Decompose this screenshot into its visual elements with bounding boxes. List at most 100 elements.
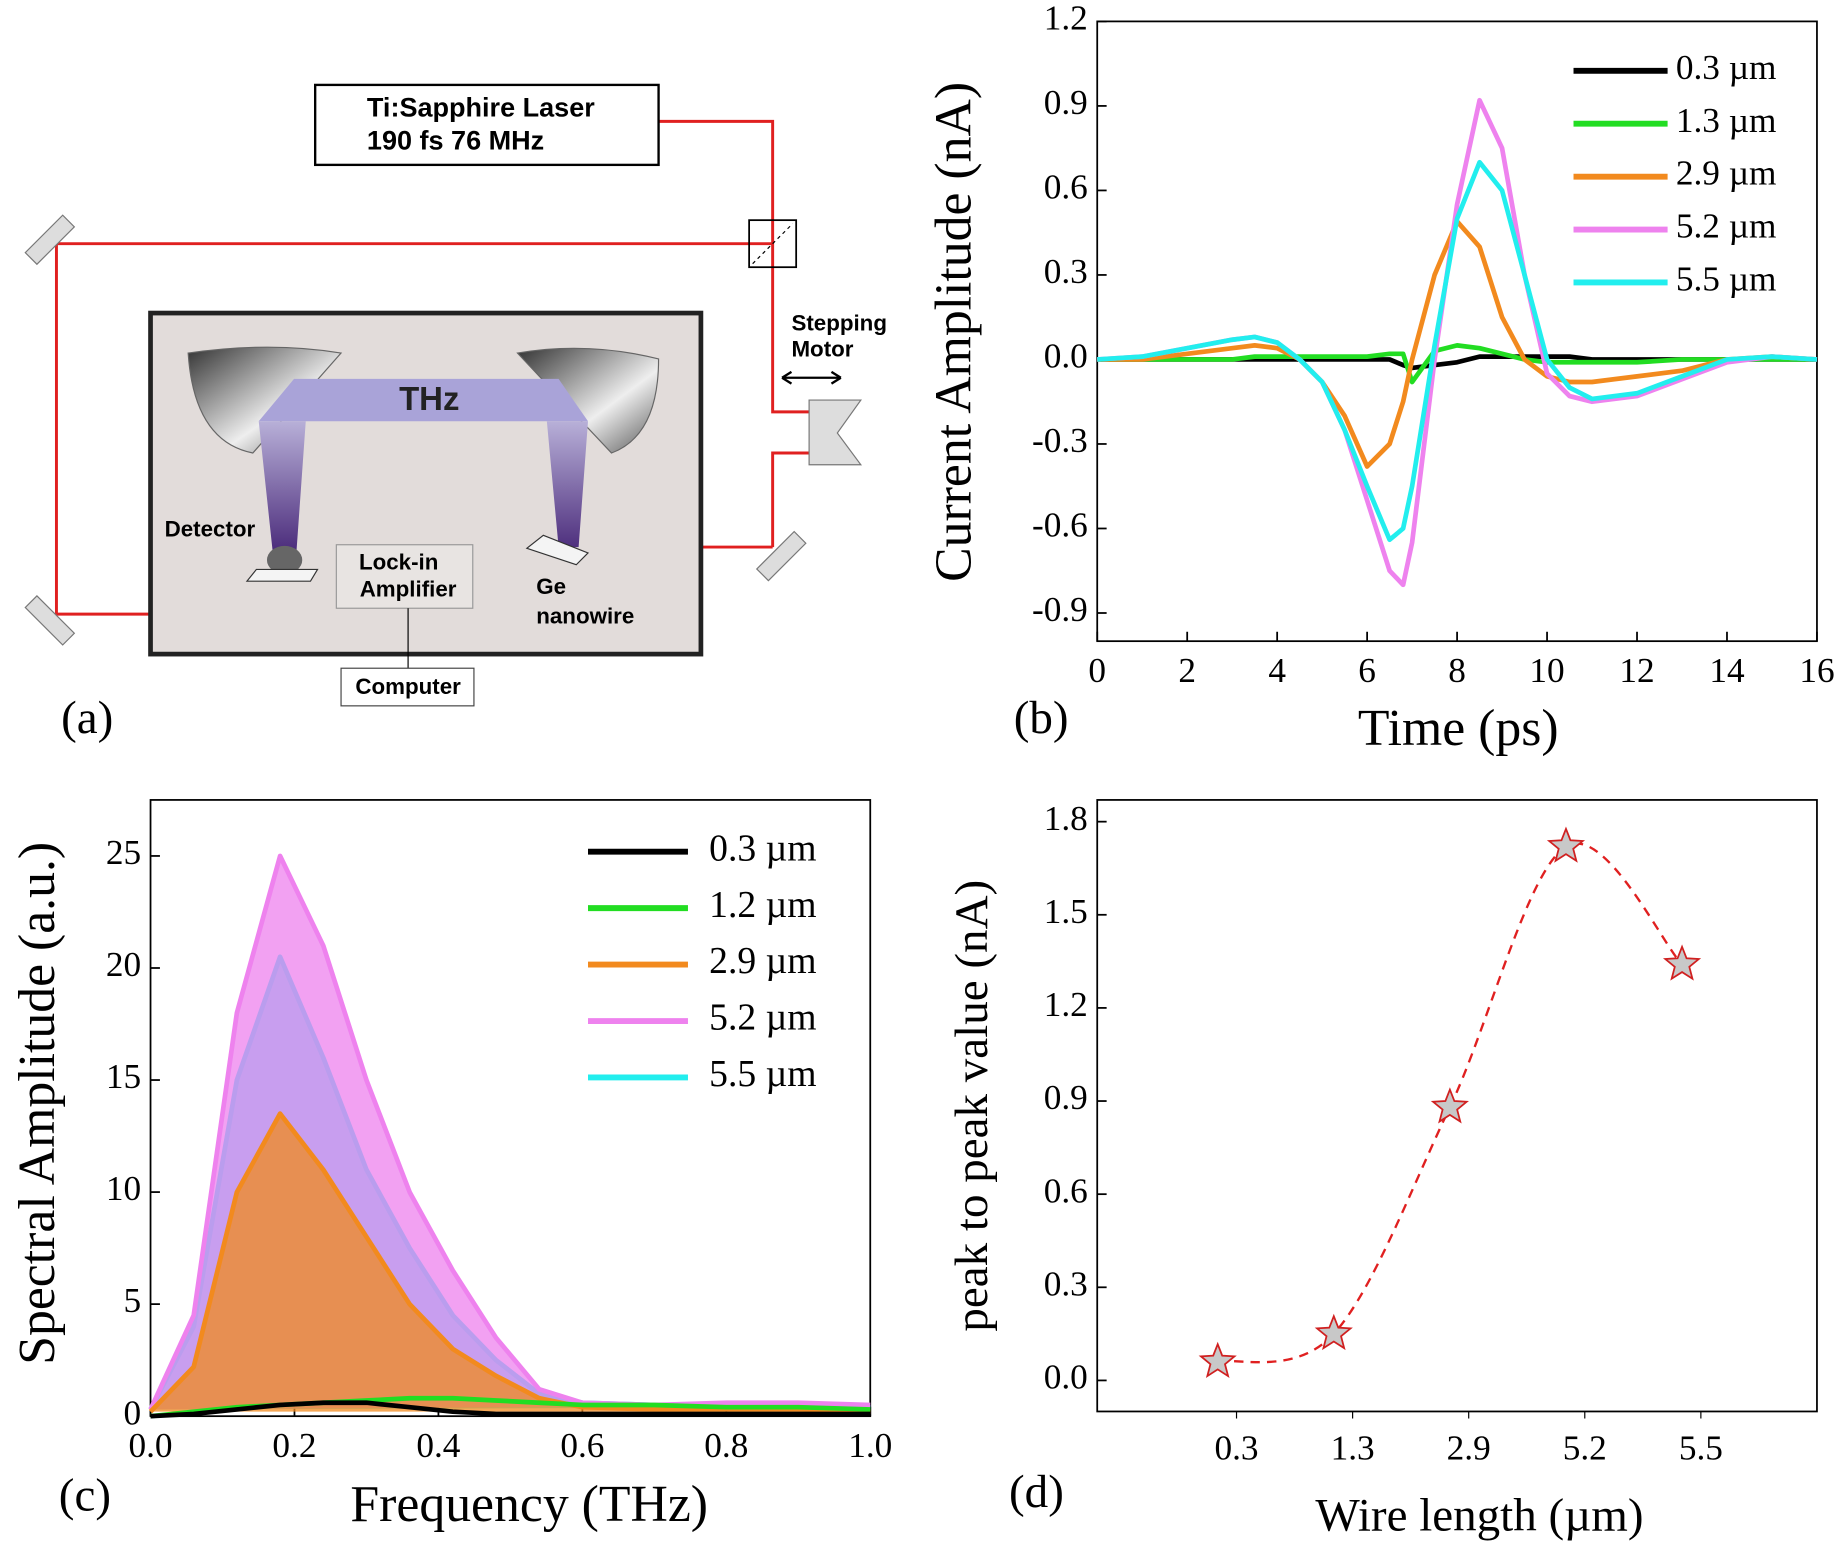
star-marker	[1662, 944, 1702, 981]
panel-label: (c)	[59, 1469, 111, 1521]
legend-label: 2.9 µm	[709, 940, 816, 982]
x-axis-label: Wire length (µm)	[1315, 1489, 1643, 1541]
label: Computer	[355, 674, 461, 699]
label: THz	[399, 380, 459, 417]
x-tick-label: 14	[1709, 651, 1745, 690]
mirror	[755, 530, 807, 582]
x-tick-label: 8	[1448, 651, 1466, 690]
y-tick-label: 0.6	[1044, 168, 1088, 207]
x-tick-label: 0	[1088, 651, 1106, 690]
label: Amplifier	[360, 577, 457, 602]
label: Ti:Sapphire Laser	[367, 93, 595, 123]
x-tick-label: 10	[1529, 651, 1564, 690]
plot-frame	[1096, 799, 1818, 1413]
label: Ge	[536, 574, 566, 599]
x-tick-label: 6	[1358, 651, 1376, 690]
x-tick-label: 0.0	[128, 1426, 172, 1465]
star-marker	[1198, 1341, 1237, 1379]
label: Detector	[165, 517, 256, 542]
y-tick-label: 0.6	[1044, 1171, 1088, 1210]
series-line	[1097, 343, 1817, 385]
legend-label: 5.5 µm	[709, 1053, 816, 1095]
y-tick-label: 5	[123, 1281, 141, 1320]
star-marker	[1314, 1313, 1353, 1351]
star-marker	[1430, 1087, 1469, 1124]
thz-beam	[258, 378, 589, 422]
y-tick-label: 0.0	[1044, 1358, 1088, 1397]
x-tick-label: 1.3	[1331, 1429, 1375, 1468]
detector-chip	[245, 568, 319, 582]
y-tick-label: 0.3	[1044, 252, 1088, 291]
y-axis-label: Spectral Amplitude (a.u.)	[9, 842, 66, 1365]
legend-label: 1.3 µm	[1676, 101, 1777, 140]
y-tick-label: 0.9	[1044, 83, 1088, 122]
label: nanowire	[536, 604, 634, 629]
y-axis-label: Current Amplitude (nA)	[925, 82, 982, 582]
y-tick-label: 1.2	[1044, 0, 1088, 38]
x-axis-label: Frequency (THz)	[350, 1476, 708, 1533]
y-tick-label: -0.6	[1032, 506, 1088, 545]
panel-a: Ti:Sapphire Laser 190 fs 76 MHz Stepping…	[24, 83, 887, 744]
series-line	[148, 1111, 871, 1415]
mirror	[24, 214, 76, 266]
chart-area: 0 5 10 15 20 25 0.0 0.2 0.4 0.6 0.8 1.0 Frequency (T…	[9, 799, 892, 1533]
detector	[266, 545, 303, 575]
label: Motor	[791, 337, 853, 362]
legend-label: 2.9 µm	[1676, 154, 1777, 193]
splitter-line	[752, 223, 794, 265]
x-tick-label: 12	[1619, 651, 1654, 690]
mirror	[24, 595, 76, 646]
panel-label: (b)	[1014, 692, 1069, 744]
y-tick-label: -0.9	[1032, 590, 1088, 629]
x-tick-label: 0.2	[272, 1426, 316, 1465]
x-tick-label: 0.4	[416, 1426, 460, 1465]
sample	[525, 534, 590, 566]
legend-label: 5.2 µm	[1676, 207, 1777, 246]
y-tick-label: 20	[106, 945, 141, 984]
x-tick-label: 4	[1268, 651, 1286, 690]
panel-label: (d)	[1009, 1466, 1064, 1518]
legend-label: 5.2 µm	[709, 997, 816, 1039]
lockin-box	[335, 544, 474, 609]
x-tick-label: 5.2	[1563, 1429, 1607, 1468]
legend-label: 5.5 µm	[1676, 260, 1777, 299]
series-line	[1097, 159, 1818, 543]
legend-label: 1.2 µm	[709, 884, 816, 926]
y-tick-label: 1.2	[1044, 985, 1088, 1024]
series-line	[150, 1400, 871, 1419]
laser-box	[313, 83, 660, 167]
x-tick-label: 0.3	[1214, 1429, 1258, 1468]
y-tick-label: 15	[106, 1057, 141, 1096]
x-tick-label: 2	[1178, 651, 1196, 690]
x-axis-label: Time (ps)	[1358, 700, 1559, 757]
parabolic-mirror	[516, 347, 660, 454]
parabolic-mirror	[187, 346, 343, 454]
y-tick-label: 1.8	[1044, 799, 1088, 838]
x-tick-label: 0.8	[704, 1426, 748, 1465]
y-axis-label: peak to peak value (nA)	[946, 880, 998, 1332]
computer-box	[340, 667, 475, 707]
fit-curve	[1217, 842, 1683, 1364]
y-tick-label: 25	[106, 833, 141, 872]
x-tick-label: 2.9	[1447, 1429, 1491, 1468]
thz-beam	[258, 421, 589, 553]
x-tick-label: 5.5	[1679, 1429, 1723, 1468]
motor-arrow	[781, 370, 842, 385]
legend-label: 0.3 µm	[709, 827, 816, 869]
label: Stepping	[791, 311, 887, 336]
y-tick-label: 10	[106, 1169, 141, 1208]
y-tick-label: -0.3	[1032, 421, 1088, 460]
y-tick-label: 0	[123, 1393, 141, 1432]
x-tick-label: 16	[1799, 651, 1834, 690]
beam-splitter	[748, 219, 798, 269]
label: Lock-in	[359, 549, 438, 574]
x-tick-label: 0.6	[560, 1426, 604, 1465]
retroreflector	[808, 399, 863, 466]
chart-line: -0.9 -0.6 -0.3 0.0 0.3 0.6 0.9 1.2 0 2 4 6 8 10 12 14 16…	[925, 0, 1834, 757]
x-tick-label: 1.0	[848, 1426, 892, 1465]
legend-label: 0.3 µm	[1676, 48, 1777, 87]
y-tick-label: 0.0	[1044, 337, 1088, 376]
star-marker	[1546, 826, 1586, 863]
